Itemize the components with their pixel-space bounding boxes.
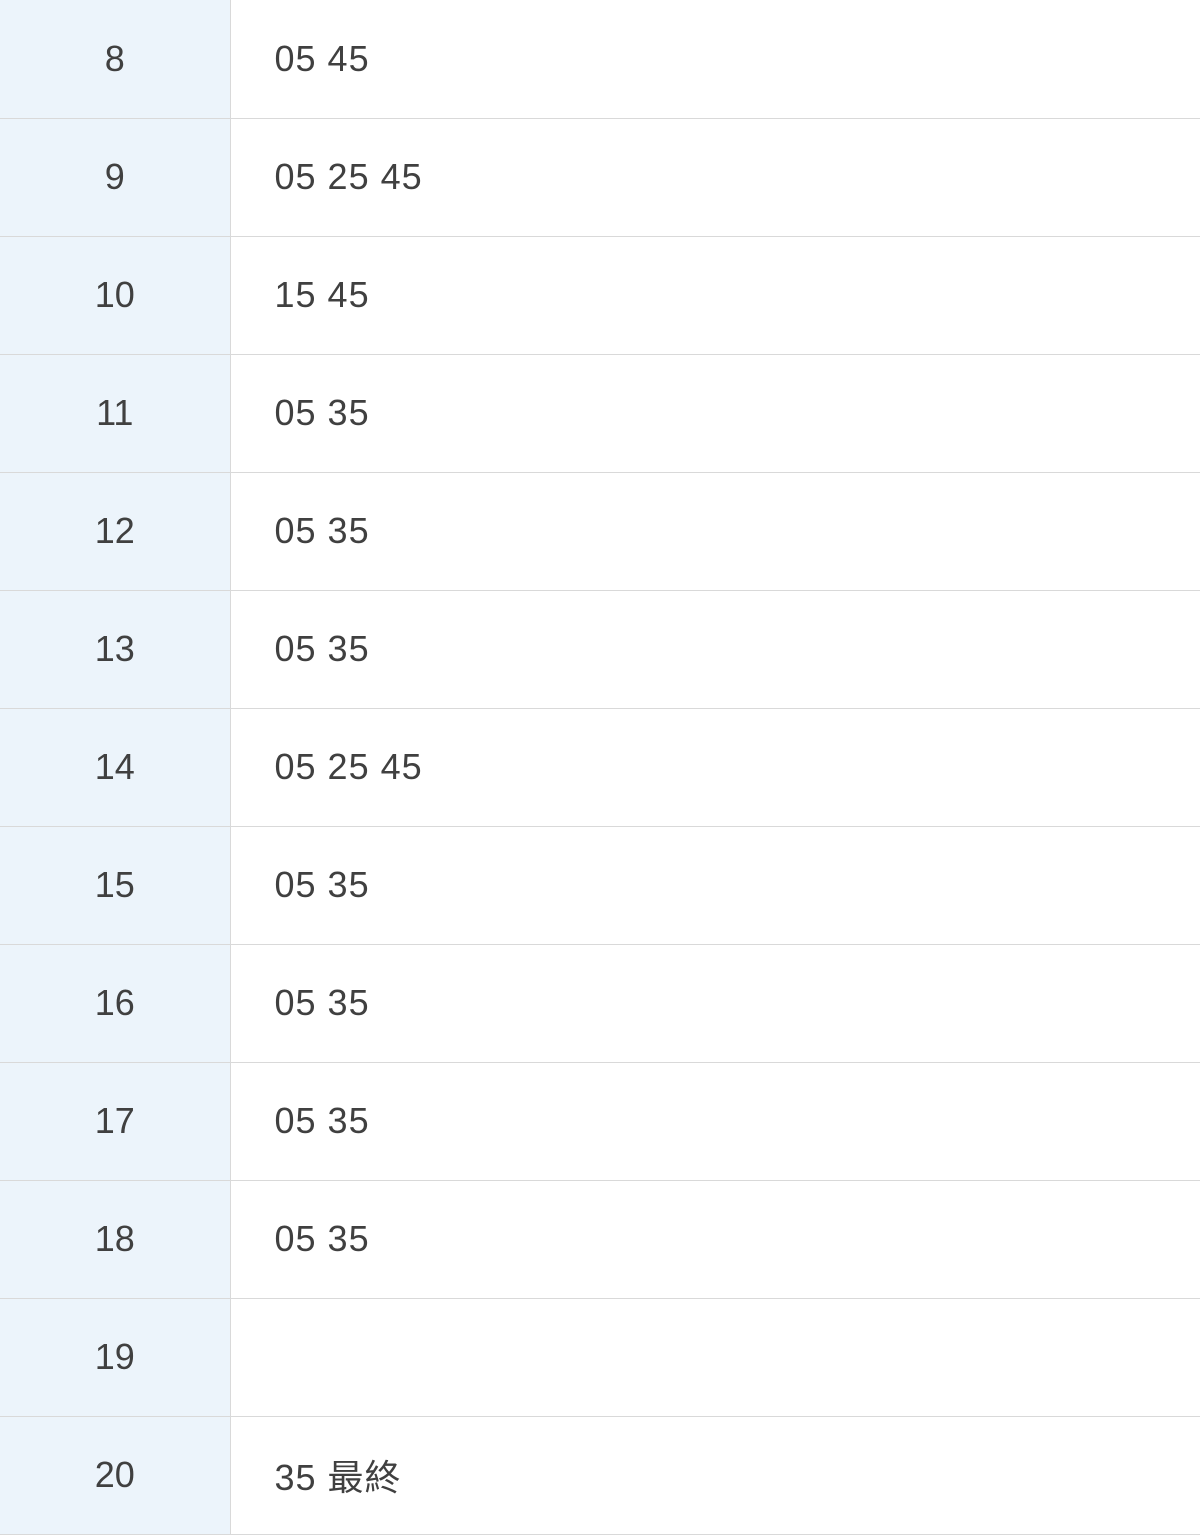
table-row: 15 05 35 <box>0 826 1200 944</box>
table-row: 19 <box>0 1298 1200 1416</box>
hour-cell: 15 <box>0 826 230 944</box>
minutes-cell: 15 45 <box>230 236 1200 354</box>
minutes-cell: 05 45 <box>230 0 1200 118</box>
table-row: 13 05 35 <box>0 590 1200 708</box>
minutes-cell: 05 35 <box>230 1062 1200 1180</box>
timetable-body: 8 05 45 9 05 25 45 10 15 45 11 05 35 12 … <box>0 0 1200 1534</box>
minutes-cell: 05 35 <box>230 1180 1200 1298</box>
minutes-cell: 05 25 45 <box>230 708 1200 826</box>
table-row: 14 05 25 45 <box>0 708 1200 826</box>
minutes-cell: 05 35 <box>230 826 1200 944</box>
table-row: 8 05 45 <box>0 0 1200 118</box>
hour-cell: 12 <box>0 472 230 590</box>
hour-cell: 10 <box>0 236 230 354</box>
hour-cell: 11 <box>0 354 230 472</box>
hour-cell: 19 <box>0 1298 230 1416</box>
hour-cell: 16 <box>0 944 230 1062</box>
timetable: 8 05 45 9 05 25 45 10 15 45 11 05 35 12 … <box>0 0 1200 1535</box>
table-row: 12 05 35 <box>0 472 1200 590</box>
table-row: 9 05 25 45 <box>0 118 1200 236</box>
minutes-cell: 05 35 <box>230 944 1200 1062</box>
table-row: 18 05 35 <box>0 1180 1200 1298</box>
hour-cell: 14 <box>0 708 230 826</box>
minutes-cell: 05 35 <box>230 472 1200 590</box>
table-row: 20 35 最終 <box>0 1416 1200 1534</box>
table-row: 11 05 35 <box>0 354 1200 472</box>
hour-cell: 13 <box>0 590 230 708</box>
hour-cell: 18 <box>0 1180 230 1298</box>
minutes-cell: 05 35 <box>230 354 1200 472</box>
minutes-cell <box>230 1298 1200 1416</box>
hour-cell: 17 <box>0 1062 230 1180</box>
table-row: 17 05 35 <box>0 1062 1200 1180</box>
minutes-cell: 05 25 45 <box>230 118 1200 236</box>
minutes-cell: 35 最終 <box>230 1416 1200 1534</box>
table-row: 10 15 45 <box>0 236 1200 354</box>
hour-cell: 9 <box>0 118 230 236</box>
table-row: 16 05 35 <box>0 944 1200 1062</box>
minutes-cell: 05 35 <box>230 590 1200 708</box>
hour-cell: 20 <box>0 1416 230 1534</box>
hour-cell: 8 <box>0 0 230 118</box>
